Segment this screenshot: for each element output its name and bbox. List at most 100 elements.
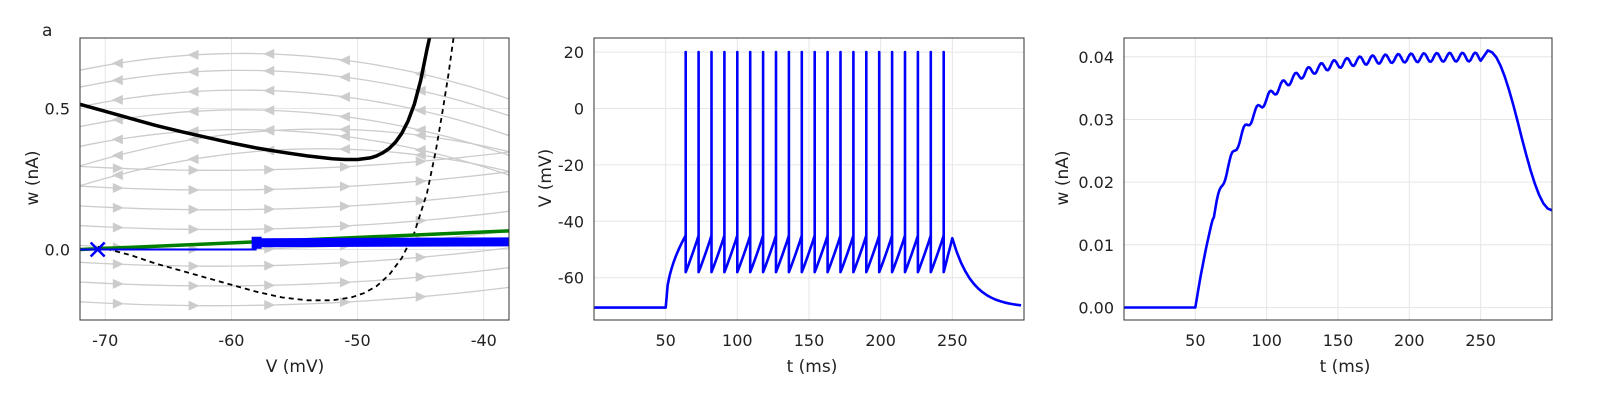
stream-arrow: [111, 58, 123, 69]
streamlines: [80, 52, 509, 307]
stream-arrow: [112, 259, 124, 270]
streamline: [80, 190, 509, 211]
reset-square: [251, 236, 262, 249]
voltage-trace: [594, 50, 1022, 309]
plot-area: [80, 38, 509, 311]
stream-arrow: [188, 300, 200, 311]
stream-arrow: [111, 134, 123, 145]
w-nullcline-dashed: [97, 38, 455, 302]
streamline: [80, 128, 509, 167]
stream-arrow: [338, 55, 350, 66]
x-tick-label: 50: [655, 331, 675, 350]
adaptation-xlabel: t (ms): [1320, 357, 1371, 377]
adaptation-trace: [1124, 49, 1552, 309]
x-tick-label: 250: [1465, 331, 1496, 350]
stream-arrow: [187, 66, 199, 77]
x-tick-label: 150: [1323, 331, 1354, 350]
y-tick-label: -60: [558, 269, 584, 288]
stream-arrow: [414, 125, 426, 136]
x-tick-label: 50: [1185, 331, 1205, 350]
stream-arrow: [187, 154, 199, 165]
x-tick-label: -60: [218, 331, 244, 350]
stream-arrow: [415, 291, 427, 302]
stream-arrow: [338, 124, 350, 135]
voltage-trace-plot: t (ms) V (mV) 50 100 150 200 250 -60 -40 -20 0 20: [536, 37, 1025, 377]
x-tick-label: -70: [92, 331, 118, 350]
stream-arrow: [264, 260, 276, 271]
stream-arrow: [187, 106, 199, 117]
streamline: [80, 128, 509, 176]
grid-lines: [1124, 38, 1552, 320]
streamline: [80, 286, 509, 307]
x-tick-label: -40: [471, 331, 497, 350]
y-tick-label: 0.03: [1078, 110, 1114, 129]
stream-arrow: [112, 183, 124, 194]
stream-arrow: [264, 300, 276, 311]
stream-arrow: [415, 271, 427, 282]
stream-arrow: [263, 48, 275, 59]
stream-arrow: [338, 72, 350, 83]
stream-arrow: [339, 277, 351, 288]
axes-frame: [79, 37, 510, 321]
stream-arrow: [263, 125, 275, 136]
stream-arrow: [188, 204, 200, 215]
y-tick-label: -40: [558, 212, 584, 231]
streamline: [80, 210, 509, 231]
y-tick-label: 20: [564, 43, 584, 62]
stream-arrow: [264, 223, 276, 234]
stream-arrow: [264, 204, 276, 215]
stream-arrow: [338, 144, 350, 155]
stream-arrow: [263, 105, 275, 116]
stream-arrow: [264, 280, 276, 291]
stream-arrow: [188, 184, 200, 195]
stream-arrow: [339, 220, 351, 231]
y-tick-label: 0.04: [1078, 48, 1114, 67]
x-tick-label: 150: [794, 331, 825, 350]
stream-arrow: [263, 65, 275, 76]
v-nullcline: [80, 38, 432, 162]
stream-arrow: [112, 163, 124, 174]
x-tick-label: 200: [1394, 331, 1425, 350]
stream-arrow: [264, 164, 276, 175]
stream-arrow: [188, 280, 200, 291]
streamline: [80, 247, 509, 267]
stream-arrow: [338, 111, 350, 122]
plot-area: [594, 50, 1022, 309]
streamline: [80, 52, 509, 100]
y-tick-label: -20: [558, 156, 584, 175]
axes-frame: [593, 37, 1025, 321]
stream-arrow: [111, 150, 123, 161]
stream-arrow: [339, 161, 351, 172]
stream-arrow: [112, 278, 124, 289]
streamline: [80, 69, 509, 117]
x-tick-label: 200: [865, 331, 896, 350]
x-tick-label: 250: [937, 331, 968, 350]
stream-arrow: [112, 298, 124, 309]
stream-arrow: [188, 261, 200, 272]
stream-arrow: [187, 134, 199, 145]
stream-arrow: [264, 184, 276, 195]
panel-label: a: [42, 21, 52, 41]
start-cross: [89, 241, 106, 258]
streamline: [80, 148, 509, 187]
stream-arrow: [415, 252, 427, 263]
stream-arrow: [415, 176, 427, 187]
x-tick-label: -50: [345, 331, 371, 350]
phase-xlabel: V (mV): [266, 357, 325, 377]
stream-arrow: [414, 105, 426, 116]
y-tick-label: 0.02: [1078, 173, 1114, 192]
x-tick-label: 100: [1251, 331, 1282, 350]
stream-arrow: [263, 85, 275, 96]
stream-arrow: [187, 86, 199, 97]
stream-arrow: [111, 75, 123, 86]
streamline: [80, 89, 509, 137]
stream-arrow: [112, 202, 124, 213]
x-tick-label: 100: [722, 331, 753, 350]
y-tick-label: 0: [574, 100, 584, 119]
stream-arrow: [111, 94, 123, 105]
stream-arrows: [111, 48, 427, 311]
y-tick-label: 0.00: [1078, 298, 1114, 317]
stream-arrow: [339, 181, 351, 192]
plot-area: [1124, 49, 1552, 309]
